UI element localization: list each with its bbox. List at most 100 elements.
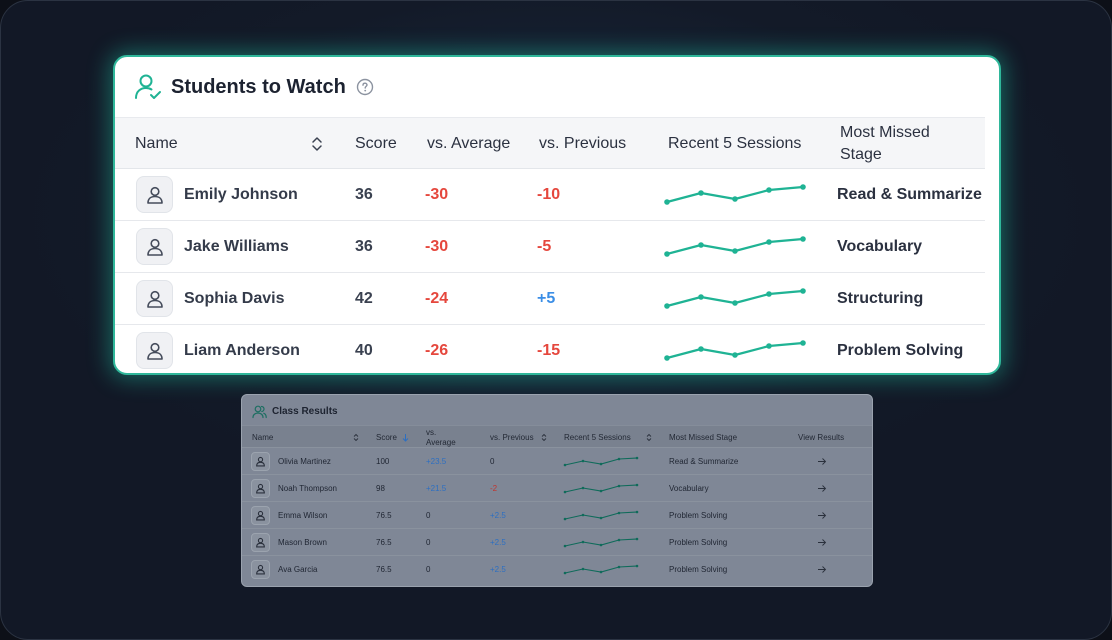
user-icon — [256, 456, 265, 467]
header-score[interactable]: Score — [376, 433, 397, 442]
card-title: Students to Watch — [171, 75, 346, 98]
arrow-right-icon[interactable] — [817, 457, 827, 466]
avatar — [136, 176, 173, 213]
header-recent-sessions[interactable]: Recent 5 Sessions — [668, 135, 802, 152]
avatar — [251, 506, 270, 525]
header-vs-previous[interactable]: vs. Previous — [490, 433, 534, 442]
score-value: 42 — [355, 290, 373, 307]
help-circle-icon[interactable] — [356, 78, 374, 96]
arrow-right-icon[interactable] — [817, 565, 827, 574]
score-value: 36 — [355, 238, 373, 255]
vs-previous-value: -15 — [537, 342, 561, 359]
arrow-right-icon[interactable] — [817, 511, 827, 520]
sparkline — [563, 564, 639, 575]
student-name[interactable]: Noah Thompson — [278, 484, 337, 493]
header-name[interactable]: Name — [252, 433, 274, 442]
table-row[interactable]: Mason Brown 76.5 0 +2.5 Problem Solving — [242, 529, 872, 556]
avatar — [251, 479, 270, 498]
header-recent-sessions[interactable]: Recent 5 Sessions — [564, 433, 631, 442]
vs-average-value: +21.5 — [426, 484, 447, 493]
card-header: Class Results — [242, 395, 872, 427]
students-to-watch-card: Students to Watch Name Score vs. Average… — [113, 55, 1001, 375]
header-vs-average-line1: vs. — [426, 427, 437, 437]
user-icon — [256, 483, 265, 494]
sort-updown-icon[interactable] — [311, 136, 323, 152]
header-vs-previous[interactable]: vs. Previous — [539, 135, 627, 152]
header-name[interactable]: Name — [135, 135, 178, 152]
sparkline — [664, 236, 806, 257]
vs-previous-value: -10 — [537, 186, 561, 203]
avatar — [136, 228, 173, 265]
header-most-missed-stage[interactable]: Most Missed Stage — [840, 118, 930, 170]
table-row[interactable]: Liam Anderson 40 -26 -15 Problem Solving — [115, 325, 985, 373]
sort-updown-icon[interactable] — [646, 433, 652, 442]
user-icon — [146, 238, 163, 256]
header-most-missed-stage[interactable]: Most Missed Stage — [669, 433, 738, 442]
arrow-right-icon[interactable] — [817, 538, 827, 547]
card-header: Students to Watch — [115, 57, 999, 117]
vs-average-value: -30 — [425, 238, 449, 255]
user-icon — [146, 342, 163, 360]
user-icon — [256, 537, 265, 548]
avatar — [136, 280, 173, 317]
header-vs-average[interactable]: vs. Average — [427, 135, 511, 152]
student-name[interactable]: Emma Wilson — [278, 511, 328, 520]
table-header: Name Score vs. Average vs. Previous Rece… — [115, 117, 985, 169]
sort-down-icon[interactable] — [402, 433, 409, 442]
avatar — [136, 332, 173, 369]
vs-previous-value: +2.5 — [490, 565, 506, 574]
sort-updown-icon[interactable] — [353, 433, 359, 442]
most-missed-stage: Problem Solving — [837, 342, 964, 359]
student-name[interactable]: Olivia Martinez — [278, 457, 331, 466]
most-missed-stage: Structuring — [837, 290, 924, 307]
score-value: 100 — [376, 457, 390, 466]
table-row[interactable]: Emma Wilson 76.5 0 +2.5 Problem Solving — [242, 502, 872, 529]
table-row[interactable]: Emily Johnson 36 -30 -10 Read & Summariz… — [115, 169, 985, 221]
user-icon — [146, 290, 163, 308]
student-name[interactable]: Jake Williams — [184, 238, 289, 255]
sparkline — [563, 456, 639, 467]
user-icon — [256, 510, 265, 521]
header-stage-line2: Stage — [840, 146, 882, 163]
table-row[interactable]: Sophia Davis 42 -24 +5 Structuring — [115, 273, 985, 325]
score-value: 76.5 — [376, 565, 392, 574]
student-name[interactable]: Sophia Davis — [184, 290, 285, 307]
most-missed-stage: Vocabulary — [837, 238, 923, 255]
vs-average-value: +23.5 — [426, 457, 447, 466]
sparkline — [563, 510, 639, 521]
sort-updown-icon[interactable] — [541, 433, 547, 442]
student-name[interactable]: Mason Brown — [278, 538, 327, 547]
table-row[interactable]: Ava Garcia 76.5 0 +2.5 Problem Solving — [242, 556, 872, 583]
score-value: 40 — [355, 342, 373, 359]
most-missed-stage: Read & Summarize — [669, 457, 739, 466]
arrow-right-icon[interactable] — [817, 484, 827, 493]
header-score[interactable]: Score — [355, 135, 397, 152]
sparkline — [664, 184, 806, 205]
user-icon — [146, 186, 163, 204]
table-header: Name Score vs. Average vs. Previous Rece… — [242, 425, 872, 448]
most-missed-stage: Vocabulary — [669, 484, 709, 493]
student-name[interactable]: Liam Anderson — [184, 342, 300, 359]
sparkline — [664, 288, 806, 309]
most-missed-stage: Problem Solving — [669, 565, 728, 574]
sparkline — [563, 483, 639, 494]
table-row[interactable]: Noah Thompson 98 +21.5 -2 Vocabulary — [242, 475, 872, 502]
score-value: 76.5 — [376, 511, 392, 520]
class-results-card: Class Results Name Score vs. Average vs.… — [241, 394, 873, 587]
user-check-icon — [135, 74, 161, 99]
table-row[interactable]: Jake Williams 36 -30 -5 Vocabulary — [115, 221, 985, 273]
header-vs-average[interactable]: vs. Average — [426, 426, 456, 449]
most-missed-stage: Problem Solving — [669, 538, 728, 547]
header-vs-average-line2: Average — [426, 437, 456, 447]
vs-average-value: -24 — [425, 290, 449, 307]
vs-previous-value: -2 — [490, 484, 498, 493]
student-name[interactable]: Emily Johnson — [184, 186, 298, 203]
user-icon — [256, 564, 265, 575]
score-value: 36 — [355, 186, 373, 203]
student-name[interactable]: Ava Garcia — [278, 565, 318, 574]
table-row[interactable]: Olivia Martinez 100 +23.5 0 Read & Summa… — [242, 448, 872, 475]
header-stage-line1: Most Missed — [840, 124, 930, 141]
vs-average-value: 0 — [426, 565, 431, 574]
most-missed-stage: Problem Solving — [669, 511, 728, 520]
